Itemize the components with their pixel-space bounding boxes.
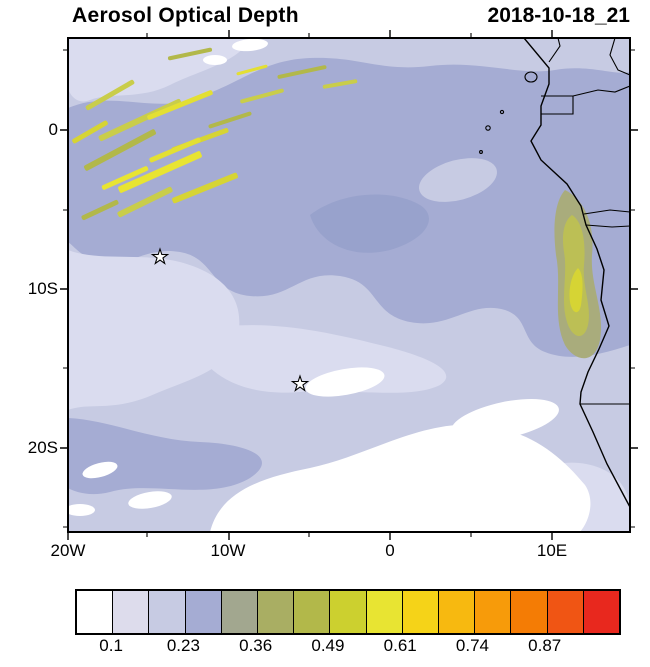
colorbar-labels: 0.1 0.23 0.36 0.49 0.61 0.74 0.87 — [75, 636, 617, 660]
smoke-streak — [83, 129, 157, 171]
aod-region-light — [419, 158, 497, 202]
colorbar-cell — [148, 591, 185, 633]
smoke-streak — [117, 186, 173, 218]
country-border — [609, 38, 630, 76]
aod-region-clear — [305, 367, 385, 397]
smoke-streak — [85, 79, 135, 111]
country-border — [585, 224, 630, 228]
colorbar-cell — [365, 591, 402, 633]
colorbar-cell — [257, 591, 294, 633]
smoke-streaks — [72, 47, 358, 221]
colorbar-cell — [582, 591, 620, 633]
aod-region-light — [68, 38, 250, 102]
lon-label-20w: 20W — [50, 541, 86, 560]
country-border — [583, 209, 630, 215]
colorbar-cell — [438, 591, 475, 633]
aod-region-light — [68, 250, 240, 410]
smoke-streak — [277, 65, 327, 79]
country-border — [572, 85, 630, 97]
aod-region-medium — [68, 418, 262, 495]
aod-field — [68, 38, 630, 532]
aod-region-dark — [310, 194, 429, 253]
axis-minor-ticks — [63, 33, 635, 537]
coastal-plume-yellow — [569, 268, 583, 313]
smoke-streak — [147, 90, 213, 120]
colorbar-cells — [75, 589, 621, 635]
lat-label-10s: 10S — [27, 279, 58, 298]
lon-label-10w: 10W — [210, 541, 246, 560]
island-outline — [524, 71, 538, 83]
map-frame — [67, 37, 631, 533]
aod-region-clear — [82, 461, 118, 479]
aod-region-clear — [210, 424, 591, 532]
colorbar-cell — [184, 591, 221, 633]
island-outline — [499, 109, 505, 115]
colorbar-tick-label: 0.49 — [311, 636, 345, 655]
colorbar-tick-label: 0.74 — [455, 636, 489, 655]
colorbar-cell — [401, 591, 439, 633]
lat-label-0: 0 — [48, 120, 58, 139]
lon-label-10e: 10E — [536, 541, 568, 560]
colorbar-cell — [220, 591, 258, 633]
aod-region-clear — [203, 55, 227, 65]
colorbar-cell — [510, 591, 547, 633]
colorbar-tick-label: 0.61 — [383, 636, 417, 655]
aod-region-clear — [232, 38, 268, 52]
colorbar-cell — [112, 591, 149, 633]
smoke-streak — [322, 79, 358, 89]
smoke-streak — [172, 172, 238, 204]
smoke-streak — [236, 64, 268, 76]
country-border — [548, 38, 561, 63]
smoke-streak — [98, 98, 182, 142]
colorbar-cell — [77, 591, 113, 633]
lat-label-20s: 20S — [27, 438, 58, 457]
smoke-streak — [101, 166, 149, 190]
colorbar-tick-label: 0.36 — [239, 636, 273, 655]
lon-label-0: 0 — [385, 541, 395, 560]
coastline-africa — [523, 38, 630, 509]
island-outline — [485, 125, 491, 131]
smoke-streak — [240, 88, 284, 104]
colorbar-cell — [293, 591, 330, 633]
aod-region-clear — [68, 504, 95, 516]
colorbar-tick-label: 0.87 — [528, 636, 562, 655]
aod-region-clear — [451, 399, 559, 441]
axis-major-ticks — [60, 30, 638, 540]
smoke-streak — [72, 120, 108, 144]
aod-region-clear — [128, 491, 172, 509]
country-border — [541, 95, 574, 115]
plot-title: Aerosol Optical Depth — [72, 4, 299, 27]
colorbar-cell — [474, 591, 511, 633]
smoke-streak — [208, 111, 252, 129]
aod-region-light — [200, 325, 447, 393]
colorbar-tick-label: 0.23 — [166, 636, 200, 655]
smoke-streak — [149, 137, 201, 163]
plot-timestamp: 2018-10-18_21 — [487, 4, 630, 27]
colorbar-cell — [329, 591, 366, 633]
smoke-streak — [167, 47, 213, 61]
island-outline — [479, 150, 483, 154]
smoke-streak — [81, 199, 119, 221]
smoke-streak — [118, 151, 202, 193]
colorbar-tick-label: 0.1 — [99, 636, 123, 655]
colorbar-cell — [546, 591, 583, 633]
